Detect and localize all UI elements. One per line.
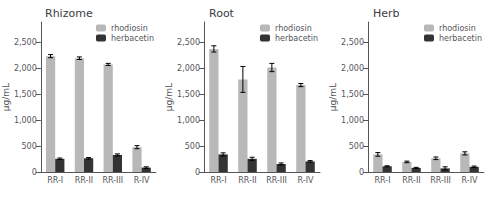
svg-text:R-IV: R-IV (462, 176, 478, 185)
svg-text:500: 500 (349, 142, 364, 151)
svg-text:2,000: 2,000 (341, 64, 364, 73)
svg-text:RR-II: RR-II (402, 176, 420, 185)
svg-text:500: 500 (22, 142, 37, 151)
svg-text:1,000: 1,000 (341, 116, 364, 125)
svg-text:μg/mL: μg/mL (164, 83, 174, 111)
svg-text:1,000: 1,000 (14, 116, 37, 125)
svg-text:RR-I: RR-I (210, 176, 226, 185)
svg-text:2,500: 2,500 (177, 38, 200, 47)
svg-text:herbacetin: herbacetin (275, 34, 318, 43)
svg-text:2,500: 2,500 (14, 38, 37, 47)
svg-text:herbacetin: herbacetin (439, 34, 482, 43)
svg-text:1,500: 1,500 (14, 90, 37, 99)
svg-text:2,000: 2,000 (177, 64, 200, 73)
svg-text:Herb: Herb (373, 7, 400, 20)
svg-text:0: 0 (359, 168, 364, 177)
svg-text:μg/mL: μg/mL (1, 83, 11, 111)
svg-text:rhodiosin: rhodiosin (275, 24, 312, 33)
svg-text:Rhizome: Rhizome (45, 7, 93, 20)
svg-text:RR-I: RR-I (374, 176, 390, 185)
svg-text:RR-I: RR-I (47, 176, 63, 185)
svg-text:RR-III: RR-III (430, 176, 451, 185)
svg-text:RR-II: RR-II (75, 176, 93, 185)
svg-text:RR-III: RR-III (102, 176, 123, 185)
svg-text:0: 0 (195, 168, 200, 177)
svg-text:Root: Root (209, 7, 235, 20)
svg-text:1,500: 1,500 (341, 90, 364, 99)
svg-text:500: 500 (185, 142, 200, 151)
svg-text:0: 0 (32, 168, 37, 177)
svg-text:1,000: 1,000 (177, 116, 200, 125)
svg-text:R-IV: R-IV (134, 176, 150, 185)
svg-text:1,500: 1,500 (177, 90, 200, 99)
svg-text:2,500: 2,500 (341, 38, 364, 47)
svg-text:RR-III: RR-III (266, 176, 287, 185)
svg-text:rhodiosin: rhodiosin (439, 24, 476, 33)
svg-text:μg/mL: μg/mL (328, 83, 338, 111)
svg-text:rhodiosin: rhodiosin (111, 24, 148, 33)
svg-text:R-IV: R-IV (298, 176, 314, 185)
svg-text:RR-II: RR-II (238, 176, 256, 185)
svg-text:herbacetin: herbacetin (111, 34, 154, 43)
svg-text:2,000: 2,000 (14, 64, 37, 73)
